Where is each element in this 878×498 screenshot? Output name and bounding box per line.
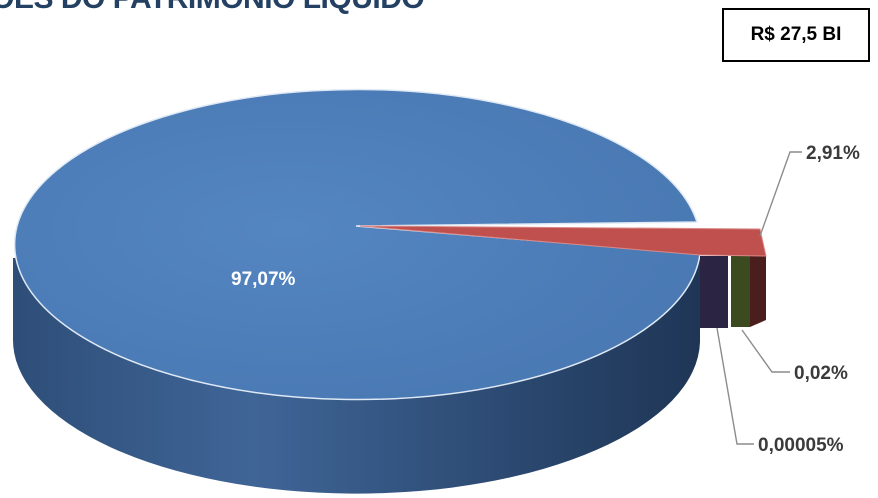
pie-slice-0-02 [731,256,750,327]
data-label-0-02: 0,02% [794,363,848,384]
pie-slice-2-91 [359,225,767,327]
total-value-box: R$ 27,5 BI [722,8,870,62]
leader-line-0-00005 [716,327,754,445]
leader-line-0-02 [741,329,790,373]
slice-top-red [359,225,767,257]
chart-title: ÇÕES DO PATRIMÔNIO LÍQUIDO [0,0,425,16]
data-label-0-00005: 0,00005% [758,435,844,456]
data-label-97-07: 97,07% [231,269,296,290]
slice-top-blue [13,88,701,401]
pie-slice-97-07 [12,88,701,494]
slice-side-green [731,256,750,327]
data-label-2-91: 2,91% [806,143,860,164]
total-value-label: R$ 27,5 BI [750,24,842,45]
pie-slice-0-00005 [700,256,728,328]
slice-side-purple [700,256,728,328]
slice-side-red [750,256,766,327]
leader-line-2-91 [759,151,802,237]
